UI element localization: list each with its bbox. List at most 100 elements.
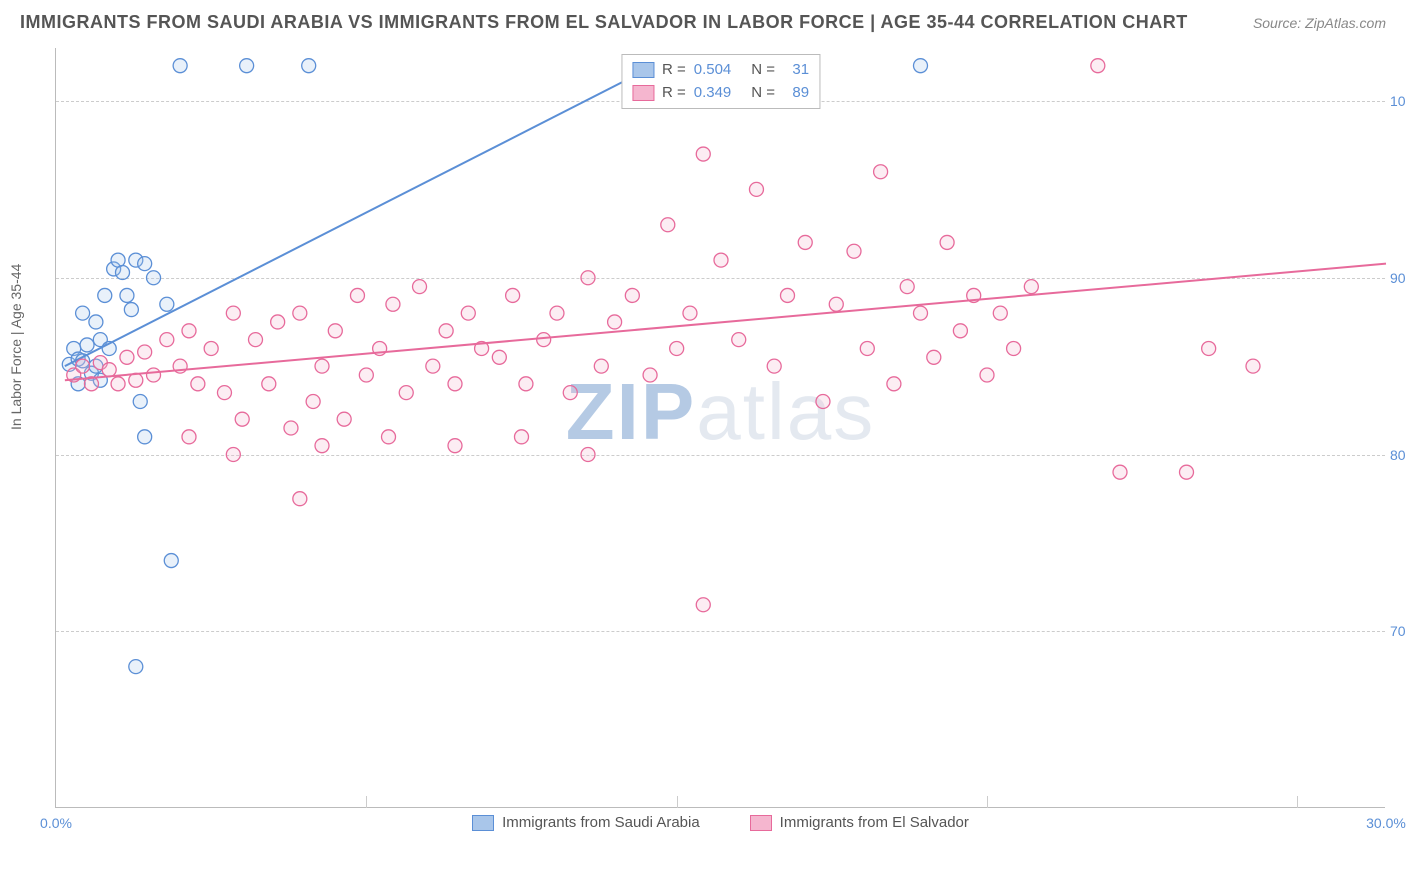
data-point — [492, 350, 506, 364]
regression-line — [65, 66, 655, 366]
r-value: 0.504 — [694, 59, 732, 82]
data-point — [328, 324, 342, 338]
data-point — [1180, 465, 1194, 479]
data-point — [315, 359, 329, 373]
chart-title: IMMIGRANTS FROM SAUDI ARABIA VS IMMIGRAN… — [20, 12, 1188, 33]
data-point — [439, 324, 453, 338]
data-point — [76, 359, 90, 373]
data-point — [594, 359, 608, 373]
data-point — [204, 341, 218, 355]
legend-swatch — [632, 85, 654, 101]
data-point — [847, 244, 861, 258]
n-label: N = — [751, 82, 775, 105]
series-legend-item: Immigrants from El Salvador — [750, 814, 969, 831]
data-point — [386, 297, 400, 311]
data-point — [829, 297, 843, 311]
data-point — [608, 315, 622, 329]
data-point — [240, 59, 254, 73]
data-point — [506, 288, 520, 302]
chart-svg — [56, 48, 1385, 807]
series-legend: Immigrants from Saudi ArabiaImmigrants f… — [56, 814, 1385, 831]
data-point — [226, 306, 240, 320]
data-point — [160, 333, 174, 347]
data-point — [661, 218, 675, 232]
data-point — [1202, 341, 1216, 355]
data-point — [696, 147, 710, 161]
data-point — [182, 324, 196, 338]
data-point — [235, 412, 249, 426]
data-point — [1024, 280, 1038, 294]
data-point — [914, 306, 928, 320]
data-point — [537, 333, 551, 347]
data-point — [1246, 359, 1260, 373]
data-point — [816, 394, 830, 408]
n-value: 31 — [783, 59, 809, 82]
data-point — [993, 306, 1007, 320]
data-point — [914, 59, 928, 73]
correlation-legend-row: R = 0.504 N = 31 — [632, 59, 809, 82]
data-point — [461, 306, 475, 320]
data-point — [284, 421, 298, 435]
r-label: R = — [662, 82, 686, 105]
data-point — [315, 439, 329, 453]
data-point — [293, 306, 307, 320]
r-label: R = — [662, 59, 686, 82]
data-point — [124, 303, 138, 317]
data-point — [900, 280, 914, 294]
data-point — [120, 350, 134, 364]
data-point — [563, 386, 577, 400]
data-point — [940, 235, 954, 249]
data-point — [226, 448, 240, 462]
data-point — [182, 430, 196, 444]
data-point — [683, 306, 697, 320]
data-point — [116, 265, 130, 279]
y-tick-label: 80.0% — [1390, 447, 1406, 463]
data-point — [1113, 465, 1127, 479]
data-point — [138, 257, 152, 271]
data-point — [696, 598, 710, 612]
legend-swatch — [472, 815, 494, 831]
data-point — [670, 341, 684, 355]
y-axis-label: In Labor Force | Age 35-44 — [8, 264, 24, 430]
data-point — [426, 359, 440, 373]
data-point — [550, 306, 564, 320]
r-value: 0.349 — [694, 82, 732, 105]
data-point — [359, 368, 373, 382]
data-point — [350, 288, 364, 302]
data-point — [625, 288, 639, 302]
data-point — [120, 288, 134, 302]
source-attribution: Source: ZipAtlas.com — [1253, 15, 1386, 31]
y-tick-label: 90.0% — [1390, 270, 1406, 286]
data-point — [732, 333, 746, 347]
data-point — [262, 377, 276, 391]
data-point — [448, 439, 462, 453]
data-point — [714, 253, 728, 267]
data-point — [102, 363, 116, 377]
data-point — [80, 338, 94, 352]
data-point — [953, 324, 967, 338]
regression-line — [65, 264, 1386, 381]
data-point — [781, 288, 795, 302]
y-tick-label: 70.0% — [1390, 623, 1406, 639]
data-point — [749, 182, 763, 196]
y-tick-label: 100.0% — [1390, 93, 1406, 109]
data-point — [1007, 341, 1021, 355]
data-point — [249, 333, 263, 347]
data-point — [89, 315, 103, 329]
data-point — [160, 297, 174, 311]
data-point — [173, 59, 187, 73]
data-point — [382, 430, 396, 444]
data-point — [1091, 59, 1105, 73]
data-point — [111, 377, 125, 391]
n-label: N = — [751, 59, 775, 82]
data-point — [306, 394, 320, 408]
data-point — [302, 59, 316, 73]
data-point — [887, 377, 901, 391]
data-point — [643, 368, 657, 382]
legend-swatch — [750, 815, 772, 831]
data-point — [337, 412, 351, 426]
correlation-legend: R =0.504N =31R =0.349N =89 — [621, 54, 820, 109]
plot-area: ZIPatlas 70.0%80.0%90.0%100.0%0.0%30.0% … — [55, 48, 1385, 808]
data-point — [980, 368, 994, 382]
data-point — [293, 492, 307, 506]
